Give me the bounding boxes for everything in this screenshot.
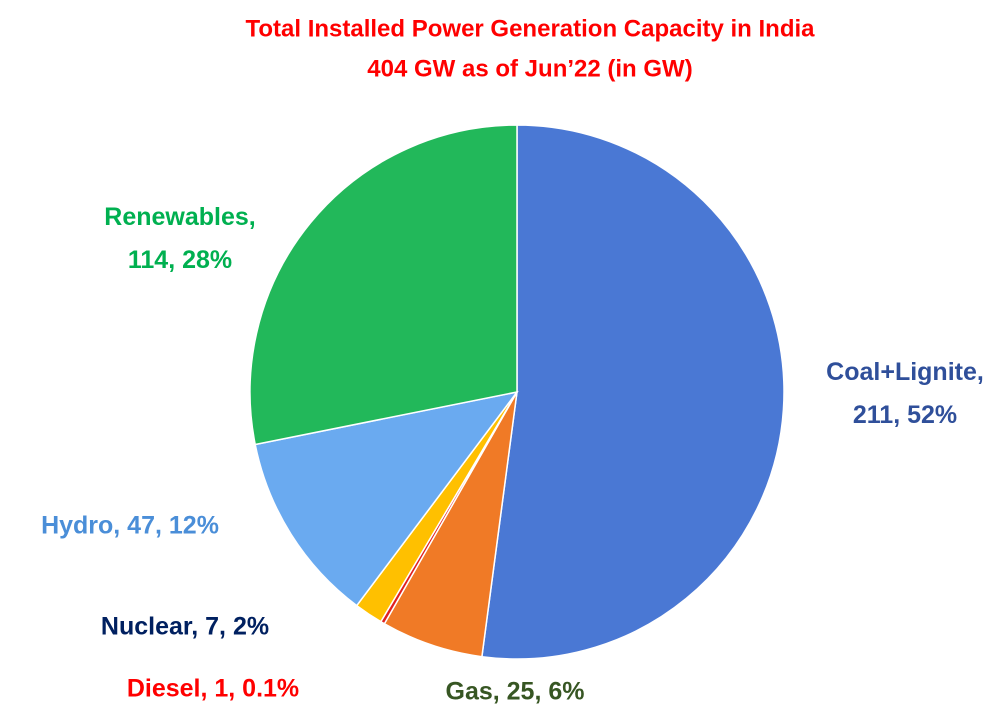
data-label: Renewables, <box>104 203 255 231</box>
pie-slice <box>254 390 519 607</box>
chart-subtitle: 404 GW as of Jun’22 (in GW) <box>367 55 692 82</box>
pie-slice <box>249 124 518 446</box>
chart-title: Total Installed Power Generation Capacit… <box>245 15 815 42</box>
data-label: Diesel, 1, 0.1% <box>127 675 299 703</box>
data-label: 211, 52% <box>853 401 957 429</box>
data-label: Coal+Lignite, <box>826 358 984 386</box>
pie-slice <box>481 124 785 660</box>
data-label: 114, 28% <box>128 246 232 274</box>
data-label: Gas, 25, 6% <box>446 678 585 706</box>
data-label: Nuclear, 7, 2% <box>101 613 269 641</box>
data-label: Hydro, 47, 12% <box>41 512 219 540</box>
